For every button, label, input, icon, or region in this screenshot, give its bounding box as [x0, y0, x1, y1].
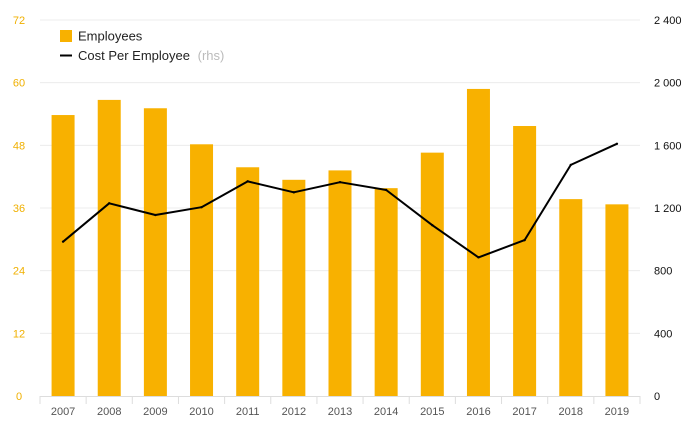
employee-bars [51, 88, 629, 397]
cost-per-employee-point [292, 191, 296, 194]
y-left-tick-label: 72 [13, 15, 25, 27]
x-tick-label: 2009 [143, 406, 167, 418]
cost-per-employee-point [338, 180, 342, 184]
x-tick-label: 2019 [605, 406, 629, 418]
left-y-axis: 0 12 24 36 48 60 72 [13, 15, 25, 403]
cost-per-employee-point [431, 224, 434, 227]
y-right-tick-label: 2 000 [654, 78, 682, 90]
x-tick-label: 2010 [189, 406, 213, 418]
employee-bar [374, 188, 398, 396]
right-y-axis: 0 400 800 1 200 1 600 2 000 2 400 [654, 15, 682, 403]
x-tick-label: 2016 [466, 406, 490, 418]
x-tick-label: 2007 [51, 406, 75, 418]
y-right-tick-label: 800 [654, 266, 672, 278]
x-tick-label: 2014 [374, 406, 398, 418]
y-left-tick-label: 60 [13, 78, 25, 90]
cost-per-employee-point [477, 256, 480, 259]
employee-bar [282, 179, 306, 396]
legend-employees-swatch [60, 30, 72, 42]
y-left-tick-label: 36 [13, 203, 25, 215]
cost-per-employee-point [384, 188, 388, 192]
legend-cost-label-text: Cost Per Employee [78, 48, 190, 63]
employee-bar [605, 204, 629, 396]
employee-bar [420, 152, 444, 396]
y-right-tick-label: 400 [654, 328, 672, 340]
employee-bar [236, 167, 260, 396]
employee-bar [51, 115, 75, 397]
y-left-tick-label: 48 [13, 140, 25, 152]
x-tick-label: 2012 [282, 406, 306, 418]
cost-per-employee-point [569, 163, 572, 167]
legend-cost-label-suffix: (rhs) [198, 48, 225, 63]
cost-per-employee-point [154, 213, 157, 217]
x-tick-label: 2008 [97, 406, 121, 418]
employee-bar [190, 144, 214, 396]
y-right-tick-label: 2 400 [654, 15, 682, 27]
x-tick-label: 2018 [559, 406, 583, 418]
employee-bar [466, 88, 490, 396]
cost-per-employee-point [246, 180, 249, 183]
employee-bar [559, 199, 583, 396]
y-right-tick-label: 1 200 [654, 203, 682, 215]
cost-per-employee-line-group [61, 142, 619, 259]
cost-per-employee-point [615, 142, 619, 145]
cost-per-employee-point [108, 202, 111, 205]
y-left-tick-label: 0 [16, 391, 22, 403]
employee-bar [513, 126, 537, 396]
x-tick-label: 2015 [420, 406, 444, 418]
cost-per-employee-point [61, 240, 65, 243]
employee-bar [97, 99, 121, 397]
y-right-tick-label: 1 600 [654, 140, 682, 152]
cost-per-employee-point [200, 206, 203, 209]
x-axis: 2007 2008 2009 2010 2011 2012 2013 2014 2015 2016… [39, 396, 641, 418]
y-left-tick-label: 12 [13, 328, 25, 340]
employee-bar [143, 108, 167, 396]
x-tick-label: 2013 [328, 406, 352, 418]
cost-per-employee-point [523, 238, 526, 242]
employee-bar [328, 170, 352, 396]
legend-cost-label: Cost Per Employee (rhs) [78, 48, 224, 63]
y-right-tick-label: 0 [654, 391, 660, 403]
legend-employees-label: Employees [78, 29, 143, 44]
legend: Employees Cost Per Employee (rhs) [60, 29, 224, 63]
y-left-tick-label: 24 [13, 266, 25, 278]
x-tick-label: 2011 [236, 406, 260, 418]
x-tick-label: 2017 [512, 406, 536, 418]
